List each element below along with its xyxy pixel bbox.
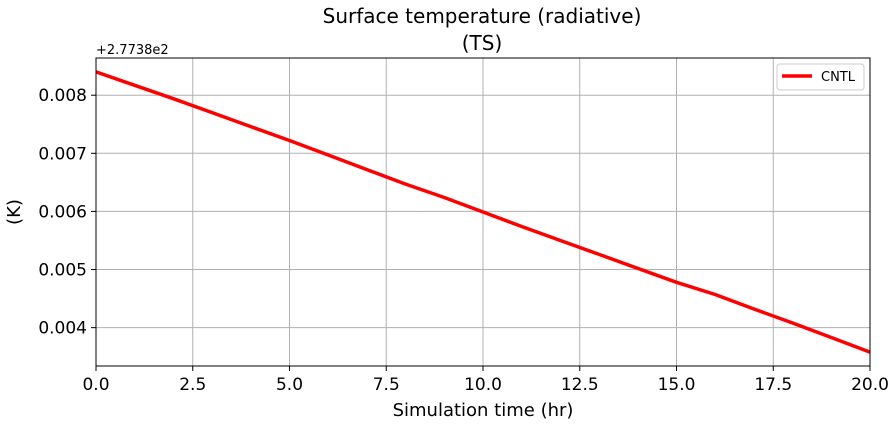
x-axis-label: Simulation time (hr)	[393, 400, 574, 421]
x-tick-label: 15.0	[658, 375, 696, 395]
y-axis-label: (K)	[4, 199, 25, 225]
series-layer	[95, 70, 871, 354]
y-axis-offset-label: +2.7738e2	[96, 43, 169, 58]
grid	[95, 58, 871, 366]
legend-label-cntl: CNTL	[821, 70, 856, 85]
x-tick-label: 10.0	[464, 375, 502, 395]
legend: CNTL	[776, 63, 865, 91]
plot-area-frame	[95, 57, 871, 367]
y-tick-label: 0.007	[38, 144, 87, 164]
y-tick-label: 0.004	[38, 319, 87, 339]
series-line-cntl	[95, 70, 871, 354]
chart-title: Surface temperature (radiative)	[323, 4, 642, 28]
x-tick-label: 7.5	[373, 375, 400, 395]
x-tick-label: 17.5	[754, 375, 792, 395]
y-tick-label: 0.006	[38, 202, 87, 222]
x-tick-label: 12.5	[561, 375, 599, 395]
y-tick-label: 0.008	[38, 86, 87, 106]
y-tick-label: 0.005	[38, 261, 87, 281]
axis-ticks: 0.0 2.5 5.0 7.5 10.0 12.5 15.0 17.5 20.0 0.004 0.0…	[38, 86, 889, 395]
x-tick-label: 5.0	[276, 375, 303, 395]
x-tick-label: 0.0	[82, 375, 109, 395]
x-tick-label: 2.5	[179, 375, 206, 395]
x-tick-label: 20.0	[851, 375, 889, 395]
chart-subtitle: (TS)	[462, 31, 503, 55]
legend-box	[776, 63, 865, 91]
